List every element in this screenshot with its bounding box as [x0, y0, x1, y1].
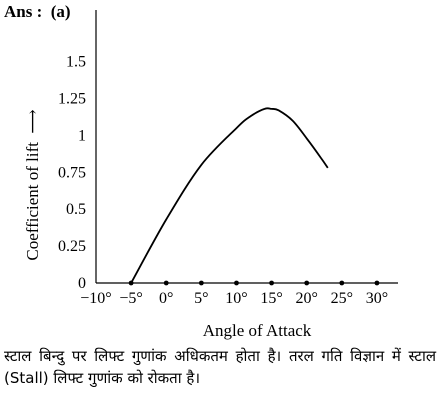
x-tick-dot — [304, 280, 310, 286]
answer-option: (a) — [50, 2, 71, 21]
y-tick-label: 0 — [78, 275, 86, 292]
x-axis-label: Angle of Attack — [203, 321, 312, 340]
y-axis-label: Coefficient of lift ⟶ — [23, 109, 42, 260]
y-axis-arrow-icon: ⟶ — [23, 109, 42, 133]
y-axis-label-text: Coefficient of lift — [23, 142, 42, 261]
y-tick-label: 1.25 — [58, 91, 86, 108]
x-tick-dot — [234, 280, 239, 286]
y-tick-label: 0.25 — [58, 238, 86, 255]
y-tick-label: 1.5 — [66, 54, 86, 71]
y-tick-label: 0.5 — [66, 201, 86, 218]
y-axis-label-group: Coefficient of lift ⟶ — [23, 109, 42, 260]
x-tick-label: −10° — [80, 290, 111, 307]
x-tick-dot — [339, 280, 345, 286]
x-tick-label: 15° — [260, 290, 282, 307]
y-tick-label: 1 — [78, 127, 86, 144]
x-tick-label: 25° — [331, 290, 353, 307]
explanation-text: स्टाल बिन्दु पर लिफ्ट गुणांक अधिकतम होता… — [4, 347, 436, 387]
x-tick-label: 5° — [194, 290, 208, 307]
x-tick-label: 30° — [366, 290, 388, 307]
x-tick-label: 20° — [295, 290, 317, 307]
answer-line: Ans : (a) — [4, 2, 71, 22]
x-tick-dot — [198, 280, 204, 286]
answer-prefix: Ans : — [4, 2, 43, 21]
chart-axes — [95, 10, 398, 284]
y-tick-label: 0.75 — [58, 164, 86, 181]
chart-series — [130, 107, 329, 284]
lift-curve — [130, 107, 329, 284]
x-tick-dot — [269, 280, 274, 286]
x-tick-dot — [374, 280, 380, 286]
y-tick-labels: 0 0.25 0.5 0.75 1 1.25 1.5 — [58, 54, 86, 292]
lift-coefficient-chart: −10° −5° 0° 5° 10° 15° 20° 25° 30° 0 0.25 0.5 0.75 1… — [23, 10, 398, 340]
x-tick-label: 10° — [225, 290, 247, 307]
x-tick-labels: −10° −5° 0° 5° 10° 15° 20° 25° 30° — [80, 280, 388, 307]
x-tick-label: −5° — [119, 290, 142, 307]
x-tick-label: 0° — [159, 290, 173, 307]
x-tick-dot — [163, 280, 169, 286]
